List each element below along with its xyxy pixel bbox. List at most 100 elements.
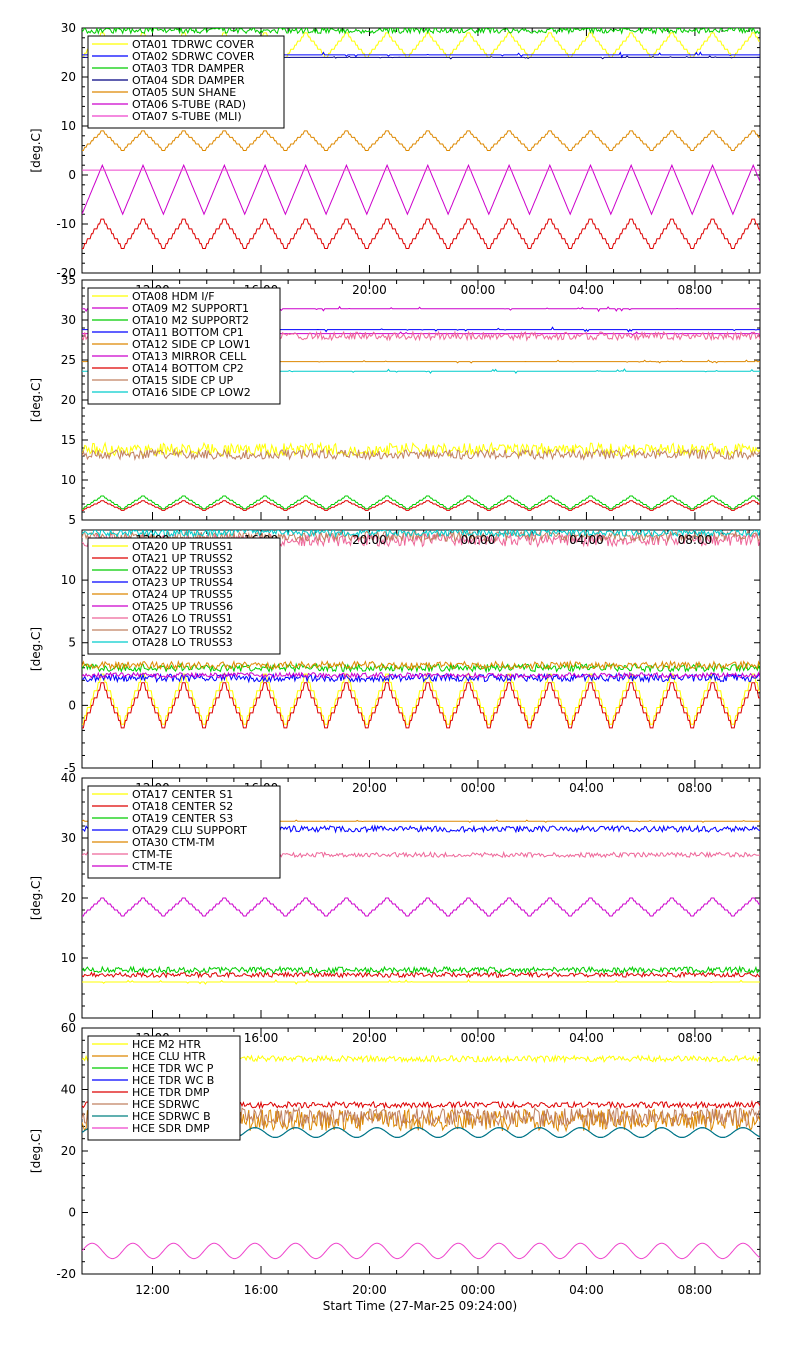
legend-box: [87, 35, 285, 129]
x-tick-label: 12:00: [135, 1283, 170, 1297]
y-tick-label: 20: [61, 891, 76, 905]
y-tick-label: 20: [61, 393, 76, 407]
legend-entry: OTA12 SIDE CP LOW1: [132, 338, 251, 351]
x-tick-label: 00:00: [461, 283, 496, 297]
y-tick-label: 25: [61, 353, 76, 367]
legend-entry: OTA05 SUN SHANE: [132, 86, 236, 99]
series-line-7: [82, 500, 760, 511]
legend-entry: OTA28 LO TRUSS3: [132, 636, 233, 649]
series-line-4: [82, 672, 760, 684]
y-tick-label: 20: [61, 70, 76, 84]
legend-entry: OTA01 TDRWC COVER: [132, 38, 255, 51]
legend-entry: OTA06 S-TUBE (RAD): [132, 98, 246, 111]
legend-entry: HCE TDR WC P: [132, 1062, 214, 1075]
x-tick-label: 04:00: [569, 533, 604, 547]
x-tick-label: 04:00: [569, 781, 604, 795]
legend-entry: HCE M2 HTR: [132, 1038, 201, 1051]
x-tick-label: 00:00: [461, 1031, 496, 1045]
series-line-2: [82, 970, 760, 979]
legend-box: [87, 287, 281, 405]
legend-entry: OTA09 M2 SUPPORT1: [132, 302, 249, 315]
chart-panel-2: 5101520253035[deg.C]12:0016:0020:0000:00…: [29, 273, 761, 527]
x-tick-label: 00:00: [461, 781, 496, 795]
legend-entry: OTA15 SIDE CP UP: [132, 374, 234, 387]
x-tick-label: 08:00: [678, 1031, 713, 1045]
series-line-8: [82, 447, 760, 462]
legend-entry: OTA18 CENTER S2: [132, 800, 233, 813]
legend-entry: HCE SDRWC B: [132, 1110, 211, 1123]
x-tick-label: 16:00: [244, 1031, 279, 1045]
series-line-3: [82, 28, 760, 35]
series-line-6: [82, 671, 760, 680]
y-axis-label: [deg.C]: [29, 378, 43, 422]
y-tick-label: 0: [68, 698, 76, 712]
legend-entry: HCE TDR WC B: [132, 1074, 214, 1087]
legend-entry: OTA29 CLU SUPPORT: [132, 824, 247, 837]
x-axis-label: Start Time (27-Mar-25 09:24:00): [323, 1299, 517, 1313]
x-tick-label: 08:00: [678, 533, 713, 547]
y-tick-label: 30: [61, 831, 76, 845]
chart-panel-3: -50510[deg.C]12:0016:0020:0000:0004:0008…: [29, 529, 761, 775]
series-line-8: [82, 218, 760, 249]
legend-entry: OTA07 S-TUBE (MLI): [132, 110, 242, 123]
legend-entry: OTA11 BOTTOM CP1: [132, 326, 244, 339]
y-tick-label: -20: [56, 1267, 76, 1281]
y-tick-label: 5: [68, 636, 76, 650]
legend-entry: OTA21 UP TRUSS2: [132, 552, 233, 565]
series-line-6: [82, 163, 760, 216]
chart-panel-5: -20 0 20 40 60 12:00 16:00 20:00 00:00 04:00 08:00…: [29, 1021, 761, 1297]
series-line-9: [82, 530, 760, 539]
series-line-5: [82, 130, 760, 151]
legend-entry: OTA16 SIDE CP LOW2: [132, 386, 251, 399]
y-tick-label: -20: [56, 266, 76, 280]
legend-entry: OTA08 HDM I/F: [132, 290, 215, 303]
x-tick-label: 20:00: [352, 1031, 387, 1045]
legend-box: [87, 1035, 241, 1141]
y-axis-label: [deg.C]: [29, 876, 43, 920]
series-line-1: [82, 673, 760, 725]
series-line-2: [82, 682, 760, 729]
x-tick-label: 00:00: [461, 533, 496, 547]
legend-entry: CTM-TE: [132, 860, 173, 873]
legend-entry: OTA20 UP TRUSS1: [132, 540, 233, 553]
legend-entry: OTA24 UP TRUSS5: [132, 588, 233, 601]
y-tick-label: 20: [61, 1144, 76, 1158]
y-tick-label: 5: [68, 513, 76, 527]
legend-entry: OTA10 M2 SUPPORT2: [132, 314, 249, 327]
legend-entry: OTA02 SDRWC COVER: [132, 50, 255, 63]
legend-entry: HCE TDR DMP: [132, 1086, 210, 1099]
legend-entry: OTA03 TDR DAMPER: [132, 62, 245, 75]
x-tick-label: 00:00: [461, 1283, 496, 1297]
legend-entry: OTA30 CTM-TM: [132, 836, 215, 849]
series-line-8: [82, 1242, 760, 1260]
x-tick-label: 20:00: [352, 1283, 387, 1297]
legend-entry: HCE SDRWC: [132, 1098, 200, 1111]
y-axis-label: [deg.C]: [29, 627, 43, 671]
x-tick-label: 04:00: [569, 1283, 604, 1297]
legend-entry: OTA25 UP TRUSS6: [132, 600, 233, 613]
y-tick-label: 30: [61, 21, 76, 35]
x-tick-label: 04:00: [569, 283, 604, 297]
legend-entry: HCE CLU HTR: [132, 1050, 206, 1063]
y-tick-label: 40: [61, 771, 76, 785]
chart-panel-4: 010203040[deg.C]12:0016:0020:0000:0004:0…: [29, 771, 761, 1025]
y-tick-label: 15: [61, 433, 76, 447]
legend-entry: OTA22 UP TRUSS3: [132, 564, 233, 577]
x-tick-label: 16:00: [244, 1283, 279, 1297]
x-tick-label: 20:00: [352, 781, 387, 795]
y-tick-label: 60: [61, 1021, 76, 1035]
y-tick-label: 10: [61, 951, 76, 965]
legend-entry: OTA23 UP TRUSS4: [132, 576, 233, 589]
series-line-1: [82, 441, 760, 458]
legend-entry: OTA04 SDR DAMPER: [132, 74, 245, 87]
series-line-5: [82, 659, 760, 671]
y-tick-label: 0: [68, 1206, 76, 1220]
y-tick-label: 0: [68, 1011, 76, 1025]
legend-entry: OTA14 BOTTOM CP2: [132, 362, 244, 375]
x-tick-label: 20:00: [352, 283, 387, 297]
